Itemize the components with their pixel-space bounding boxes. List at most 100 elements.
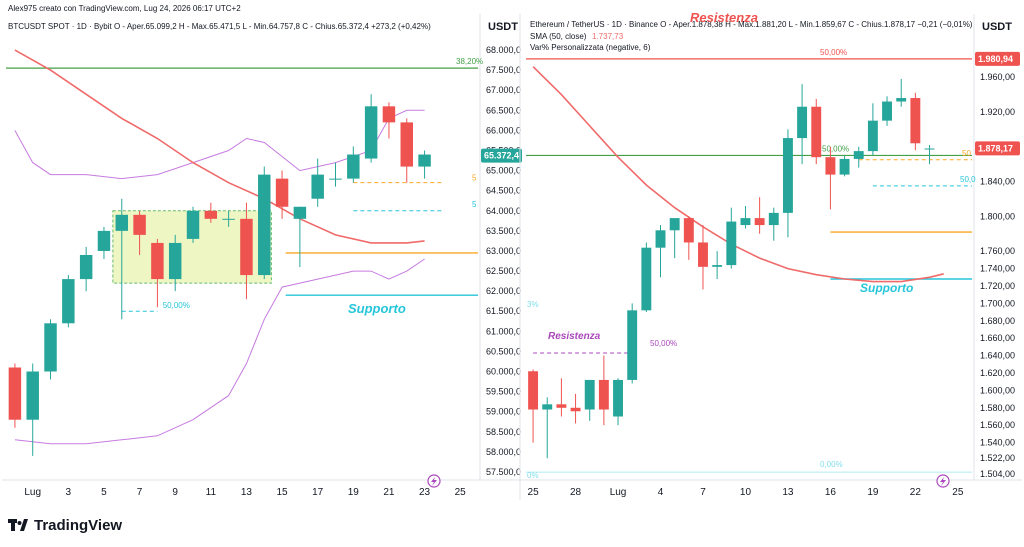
- btc-candle-body: [382, 106, 396, 123]
- eth-candle: [641, 242, 652, 313]
- eth-y-tick-label: 1.840,00: [980, 177, 1015, 187]
- eth-candle-body: [726, 221, 737, 266]
- btc-candle: [347, 146, 360, 183]
- eth-candle: [910, 92, 921, 151]
- btc-candle-body: [364, 106, 378, 159]
- eth-y-tick-label: 1.720,00: [980, 281, 1015, 291]
- btc-candle-body: [44, 323, 57, 372]
- btc-candle-body: [222, 218, 235, 220]
- eth-y-tick-label: 1.800,00: [980, 211, 1015, 221]
- btc-x-tick-label: 7: [137, 487, 143, 498]
- btc-lightning-icon: [427, 474, 441, 488]
- eth-resistance-top-label: Resistenza: [690, 10, 758, 25]
- eth-y-tick-label: 1.540,00: [980, 438, 1015, 448]
- btc-candle-body: [97, 230, 111, 251]
- btc-chart-panel: USDT 68.000,0 67.500,0 67.000,0 66.500,0 66.0…: [2, 4, 522, 498]
- btc-candle-body: [240, 218, 253, 276]
- btc-x-tick-label: 17: [312, 487, 324, 498]
- btc-candle-body: [329, 178, 342, 180]
- btc-candle-body: [26, 371, 39, 420]
- btc-y-tick-label: 59.500,0: [486, 387, 521, 397]
- eth-candle-body: [853, 151, 864, 159]
- btc-candle-body: [133, 214, 146, 235]
- btc-candle: [79, 246, 93, 292]
- eth-candle-body: [528, 371, 539, 410]
- eth-candle: [825, 146, 836, 210]
- btc-support-label: Supporto: [348, 301, 406, 316]
- btc-y-tick-label: 60.500,0: [486, 346, 521, 356]
- btc-candle-body: [79, 254, 93, 280]
- eth-green-pct: 50,00%: [822, 144, 849, 153]
- btc-candle: [151, 238, 164, 308]
- eth-y-tick-label: 1.960,00: [980, 72, 1015, 82]
- btc-candle: [400, 118, 413, 183]
- btc-candle: [258, 166, 271, 280]
- eth-y-tick-label: 1.620,00: [980, 368, 1015, 378]
- btc-candle-body: [151, 242, 164, 280]
- btc-bollinger-upper: [14, 109, 425, 180]
- eth-candle: [768, 207, 779, 241]
- btc-candle-body: [8, 367, 22, 420]
- btc-lightning-icon-bolt: [431, 477, 437, 486]
- btc-side-label: 5: [472, 174, 477, 183]
- eth-candle-body: [556, 404, 567, 408]
- eth-last-price-label: 1.878,17: [978, 143, 1013, 153]
- btc-candle-body: [293, 206, 307, 219]
- eth-candle-body: [683, 218, 694, 243]
- eth-x-tick-label: 25: [952, 487, 964, 498]
- btc-y-tick-label: 61.500,0: [486, 306, 521, 316]
- btc-info-line: BTCUSDT SPOT · 1D · Bybit O - Aper.65.09…: [8, 22, 431, 31]
- eth-resistance-price-label: 1.980,94: [978, 54, 1013, 64]
- eth-x-tick-label: 25: [528, 487, 540, 498]
- btc-candle: [26, 363, 39, 456]
- eth-chart-panel: USDT1.960,001.920,001.880,001.840,001.80…: [519, 10, 1022, 500]
- eth-x-tick-label: 10: [740, 487, 752, 498]
- btc-x-tick-label: 9: [172, 487, 178, 498]
- eth-candle-body: [839, 158, 850, 175]
- eth-candle: [797, 84, 808, 165]
- btc-candle: [168, 234, 182, 292]
- tradingview-logo-icon: [8, 519, 28, 531]
- eth-candle: [726, 207, 737, 269]
- btc-candle-body: [115, 214, 129, 231]
- eth-support-label: Supporto: [860, 281, 913, 295]
- btc-candle-body: [347, 154, 360, 179]
- btc-y-tick-label: 65.000,0: [486, 166, 521, 176]
- btc-y-tick-label: 67.000,0: [486, 85, 521, 95]
- eth-candle-body: [867, 120, 878, 152]
- btc-x-tick-label: 13: [241, 487, 253, 498]
- btc-x-tick-label: 25: [455, 487, 467, 498]
- btc-candle: [382, 102, 396, 139]
- btc-y-tick-label: 57.500,0: [486, 467, 521, 477]
- eth-lightning-icon-bolt: [940, 477, 946, 486]
- btc-candle-body: [186, 210, 200, 239]
- eth-x-tick-label: 22: [910, 487, 922, 498]
- eth-candle-body: [825, 157, 836, 175]
- eth-sma-legend: SMA (50, close): [530, 32, 587, 41]
- eth-last-price-tag: [975, 141, 1020, 156]
- btc-candle: [62, 275, 75, 328]
- btc-y-tick-label: 58.500,0: [486, 427, 521, 437]
- eth-candle: [542, 397, 553, 459]
- btc-candle-body: [311, 174, 324, 199]
- eth-x-tick-label: 13: [782, 487, 794, 498]
- eth-candle-body: [627, 310, 638, 380]
- eth-candle: [613, 378, 623, 426]
- eth-bottom-pct: 0,00%: [820, 460, 843, 469]
- eth-candle: [882, 96, 893, 126]
- eth-y-tick-label: 1.760,00: [980, 246, 1015, 256]
- eth-candle: [782, 129, 793, 238]
- eth-y-tick-label: 1.522,00: [980, 453, 1015, 463]
- btc-candle-body: [418, 154, 431, 167]
- btc-last-price-tag: [481, 148, 522, 163]
- btc-x-tick-label: 3: [66, 487, 72, 498]
- eth-y-tick-label: 1.920,00: [980, 107, 1015, 117]
- btc-y-tick-label: 68.000,0: [486, 45, 521, 55]
- btc-x-tick-label: 19: [348, 487, 360, 498]
- btc-candle-body: [62, 279, 75, 324]
- btc-x-tick-label: 23: [419, 487, 431, 498]
- btc-bollinger-lower: [14, 258, 425, 445]
- eth-axis-unit: USDT: [982, 21, 1012, 33]
- btc-y-tick-label: 64.000,0: [486, 206, 521, 216]
- eth-x-tick-label: Lug: [610, 487, 627, 498]
